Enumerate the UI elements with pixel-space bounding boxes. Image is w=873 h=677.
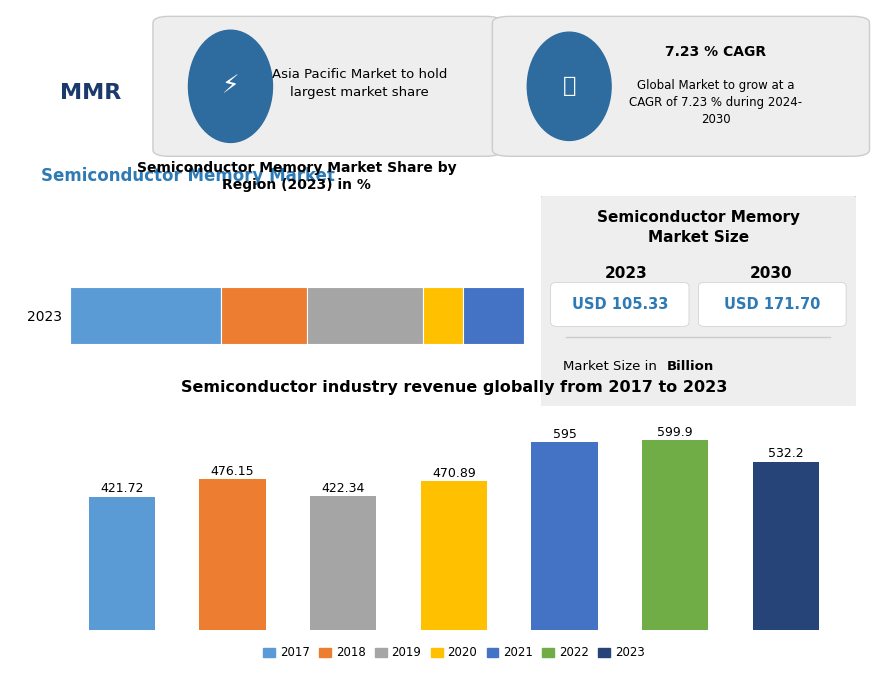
Text: 532.2: 532.2: [768, 447, 804, 460]
Legend: 2017, 2018, 2019, 2020, 2021, 2022, 2023: 2017, 2018, 2019, 2020, 2021, 2022, 2023: [258, 642, 650, 664]
Bar: [199, 479, 266, 630]
FancyBboxPatch shape: [551, 282, 689, 326]
Title: Semiconductor industry revenue globally from 2017 to 2023: Semiconductor industry revenue globally …: [181, 380, 727, 395]
Bar: [532, 442, 598, 630]
Text: Global Market to grow at a
CAGR of 7.23 % during 2024-
2030: Global Market to grow at a CAGR of 7.23 …: [629, 79, 802, 126]
Text: USD 171.70: USD 171.70: [724, 297, 821, 312]
Text: 599.9: 599.9: [657, 426, 693, 439]
Text: 595: 595: [553, 428, 576, 441]
Text: 421.72: 421.72: [100, 482, 144, 496]
Text: Market Size in: Market Size in: [562, 359, 661, 373]
Bar: [421, 481, 487, 630]
Bar: [307, 286, 423, 345]
Bar: [89, 496, 155, 630]
Text: 476.15: 476.15: [210, 465, 254, 478]
Ellipse shape: [189, 30, 272, 142]
Bar: [642, 440, 709, 630]
Bar: [221, 286, 307, 345]
FancyBboxPatch shape: [492, 16, 870, 156]
Text: Asia Pacific Market to hold
largest market share: Asia Pacific Market to hold largest mark…: [272, 68, 447, 99]
Text: 470.89: 470.89: [432, 466, 476, 480]
Text: ⚡: ⚡: [222, 74, 239, 98]
FancyBboxPatch shape: [538, 194, 859, 408]
Bar: [70, 286, 221, 345]
Bar: [464, 286, 524, 345]
Text: MMR: MMR: [59, 83, 121, 103]
Text: Billion: Billion: [667, 359, 714, 373]
Text: 7.23 % CAGR: 7.23 % CAGR: [665, 45, 766, 59]
Bar: [423, 286, 464, 345]
Ellipse shape: [527, 32, 611, 140]
Bar: [753, 462, 819, 630]
FancyBboxPatch shape: [698, 282, 846, 326]
FancyBboxPatch shape: [153, 16, 502, 156]
Title: Semiconductor Memory Market Share by
Region (2023) in %: Semiconductor Memory Market Share by Reg…: [137, 161, 457, 192]
Text: 2030: 2030: [749, 267, 792, 282]
Text: 2023: 2023: [605, 267, 648, 282]
Legend: Asia Pacific, Europe, North America, MEA, South America: Asia Pacific, Europe, North America, MEA…: [66, 461, 469, 480]
Text: Semiconductor Memory
Market Size: Semiconductor Memory Market Size: [597, 211, 800, 245]
Text: 422.34: 422.34: [321, 482, 365, 495]
Text: USD 105.33: USD 105.33: [572, 297, 668, 312]
Text: 🔥: 🔥: [562, 77, 576, 96]
Bar: [310, 496, 376, 630]
Text: Semiconductor Memory Market: Semiconductor Memory Market: [42, 167, 335, 185]
